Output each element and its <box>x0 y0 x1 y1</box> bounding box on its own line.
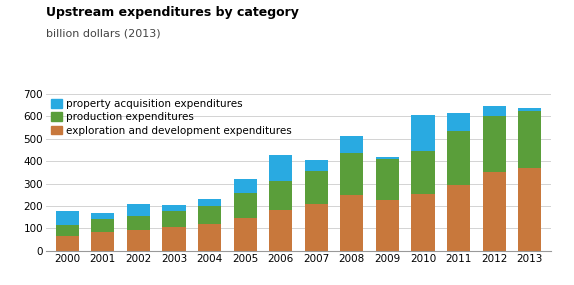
Bar <box>198 199 221 206</box>
Legend: property acquisition expenditures, production expenditures, exploration and deve: property acquisition expenditures, produ… <box>51 99 292 135</box>
Bar <box>483 116 506 172</box>
Bar <box>91 213 114 219</box>
Bar <box>269 210 292 251</box>
Text: Upstream expenditures by category: Upstream expenditures by category <box>46 6 299 19</box>
Bar <box>340 136 363 153</box>
Bar <box>305 171 328 204</box>
Bar <box>162 227 185 251</box>
Bar <box>234 179 257 193</box>
Bar <box>234 193 257 218</box>
Bar <box>412 115 435 151</box>
Text: billion dollars (2013): billion dollars (2013) <box>46 28 161 38</box>
Bar <box>483 106 506 116</box>
Bar <box>234 218 257 251</box>
Bar <box>56 225 79 236</box>
Bar <box>340 195 363 251</box>
Bar <box>91 232 114 251</box>
Bar <box>447 185 470 251</box>
Bar <box>127 216 150 230</box>
Bar <box>340 153 363 195</box>
Bar <box>91 219 114 232</box>
Bar <box>127 204 150 216</box>
Bar <box>198 224 221 251</box>
Bar <box>127 230 150 251</box>
Bar <box>305 204 328 251</box>
Bar <box>162 211 185 227</box>
Bar <box>376 159 399 200</box>
Bar <box>447 113 470 131</box>
Bar <box>412 151 435 194</box>
Bar <box>269 181 292 210</box>
Bar <box>447 131 470 185</box>
Bar <box>412 194 435 251</box>
Bar <box>56 211 79 225</box>
Bar <box>483 172 506 251</box>
Bar <box>518 168 541 251</box>
Bar <box>269 155 292 181</box>
Bar <box>162 205 185 211</box>
Bar <box>376 157 399 159</box>
Bar <box>376 200 399 251</box>
Bar <box>518 108 541 111</box>
Bar <box>198 206 221 224</box>
Bar <box>56 236 79 251</box>
Bar <box>518 111 541 168</box>
Bar <box>305 160 328 171</box>
